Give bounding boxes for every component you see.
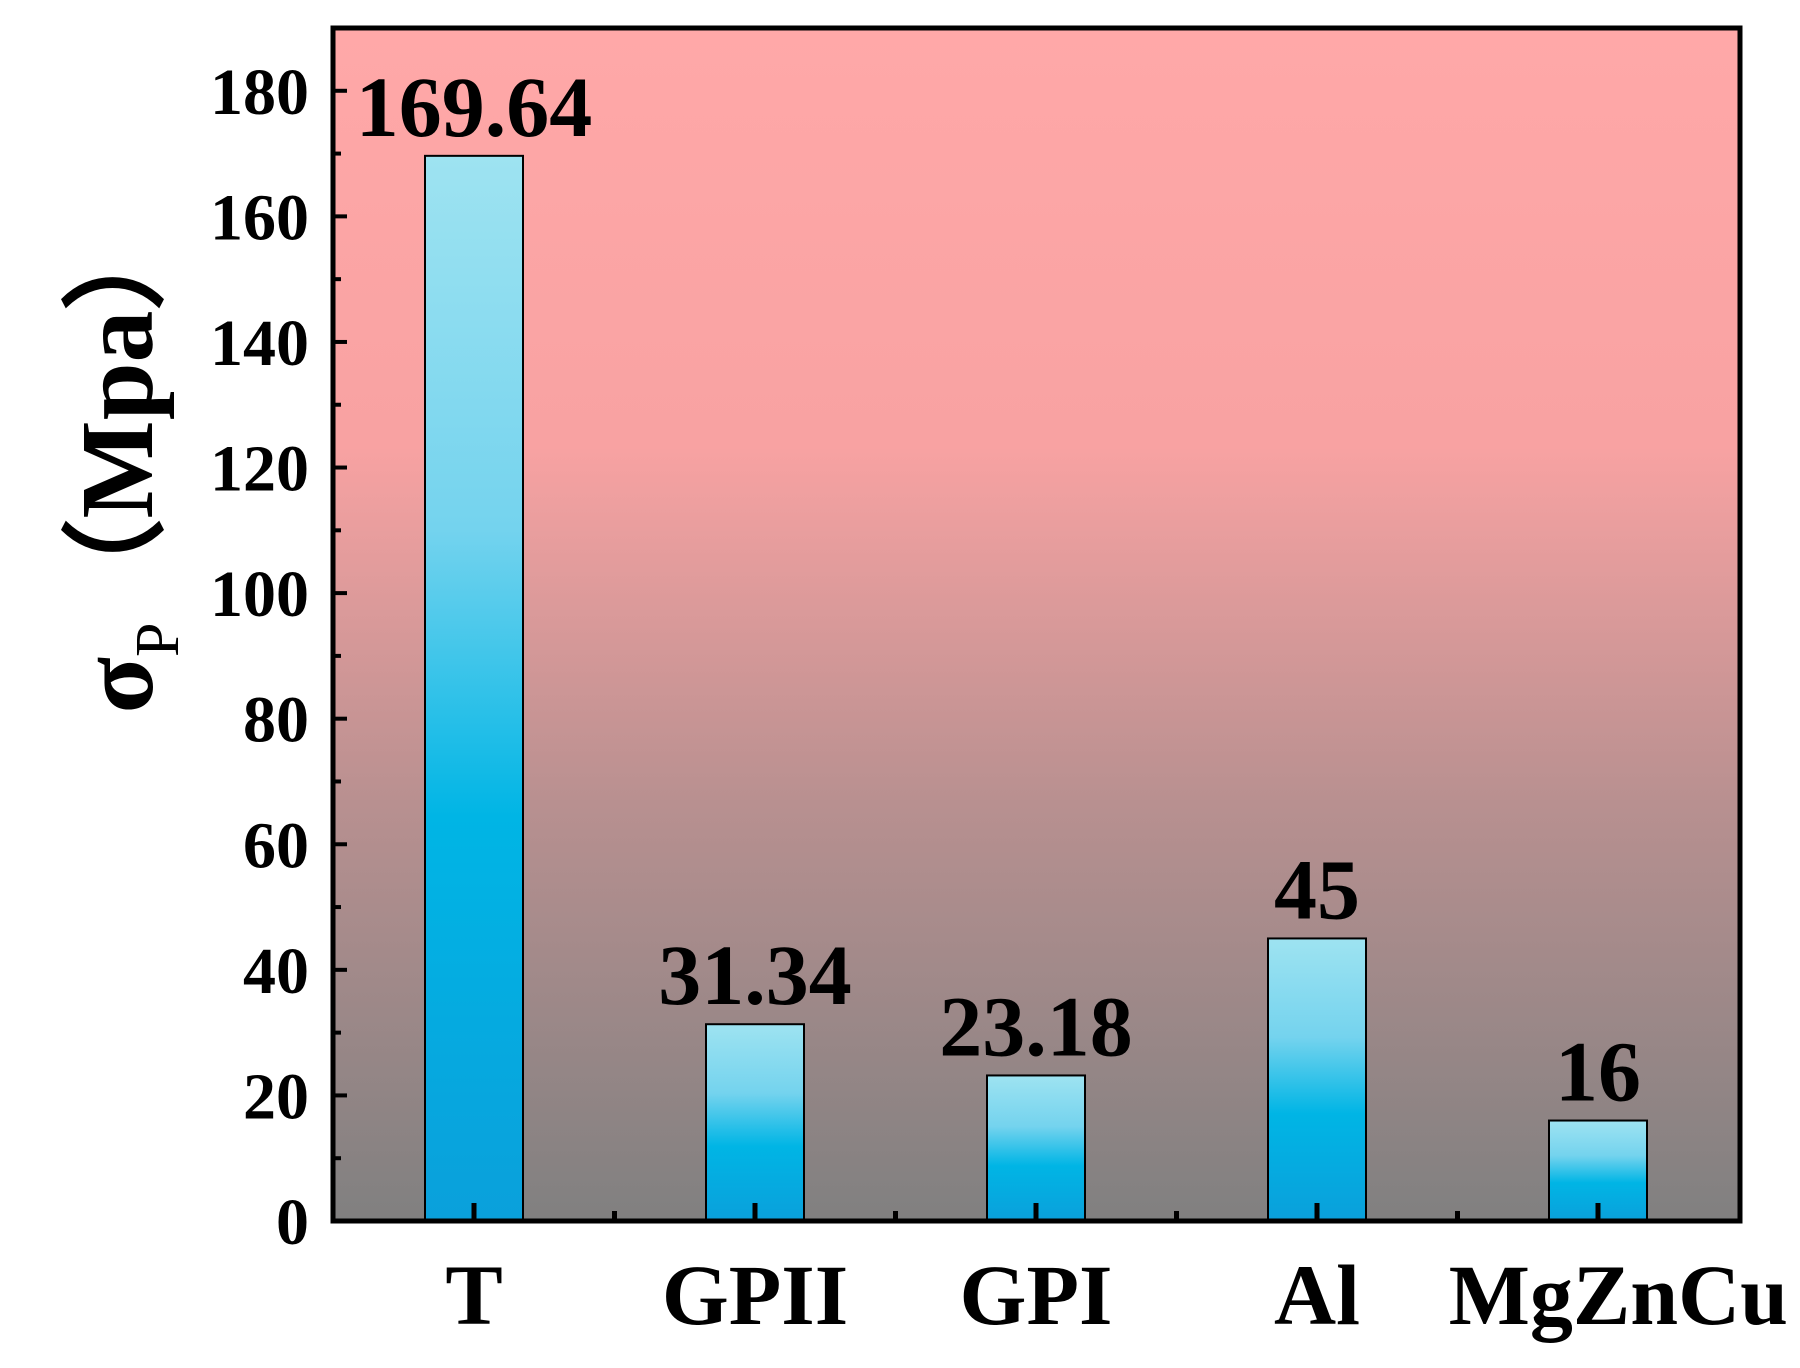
y-tick-label: 160 <box>210 181 309 254</box>
y-tick-label: 80 <box>243 684 309 757</box>
y-axis-ticks: 0 20 40 60 80 100 120 140 160 180 <box>210 56 347 1259</box>
y-axis-symbol: σ <box>60 657 175 714</box>
y-axis-unit: （Mpa） <box>60 206 175 622</box>
data-label-gpii: 31.34 <box>658 927 852 1023</box>
bar-gpi <box>986 1074 1086 1222</box>
y-tick-label: 100 <box>210 558 309 631</box>
y-axis-label: σP（Mpa） <box>60 206 192 713</box>
data-label-t: 169.64 <box>356 59 593 155</box>
y-tick-label: 140 <box>210 307 309 380</box>
bar-gpii <box>705 1023 805 1222</box>
data-label-gpi: 23.18 <box>939 978 1133 1074</box>
x-tick-label: GPI <box>960 1247 1113 1343</box>
y-axis-subscript: P <box>124 622 192 656</box>
y-tick-label: 60 <box>243 809 309 882</box>
y-tick-label: 120 <box>210 433 309 506</box>
data-label-mgzncu: 16 <box>1555 1024 1641 1120</box>
x-axis-ticks: T GPII GPI Al MgZnCu <box>445 1203 1788 1343</box>
x-tick-label: Al <box>1274 1247 1360 1343</box>
y-tick-label: 0 <box>276 1186 309 1259</box>
x-tick-label: MgZnCu <box>1449 1247 1788 1343</box>
data-label-al: 45 <box>1274 841 1360 937</box>
y-tick-label: 180 <box>210 56 309 129</box>
x-tick-label: T <box>445 1247 502 1343</box>
bar-t <box>424 154 524 1223</box>
data-labels-group: 169.64 31.34 23.18 45 16 <box>356 59 1641 1120</box>
bar-al <box>1267 937 1367 1223</box>
bars-group <box>424 154 1648 1223</box>
y-tick-label: 40 <box>243 935 309 1008</box>
y-tick-label: 20 <box>243 1060 309 1133</box>
x-tick-label: GPII <box>662 1247 848 1343</box>
plot-background <box>333 28 1740 1221</box>
